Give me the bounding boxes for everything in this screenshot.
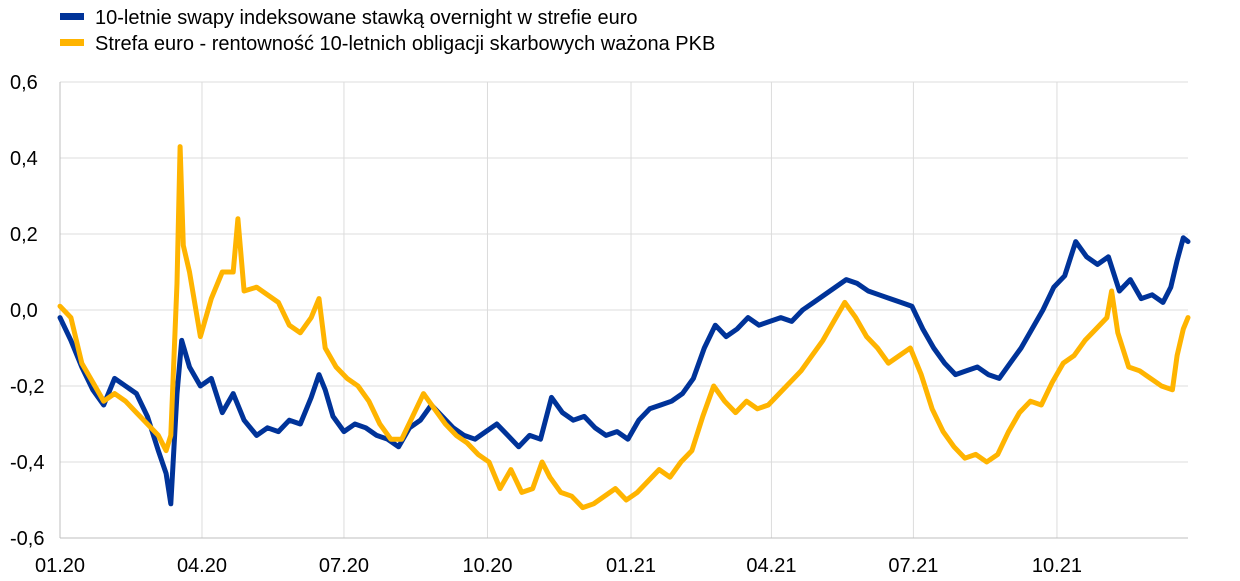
y-tick-label: 0,0: [10, 300, 38, 322]
legend-label-ois: 10-letnie swapy indeksowane stawką overn…: [95, 7, 638, 29]
y-tick-label: 0,4: [10, 148, 38, 170]
legend-item-bond-yield: Strefa euro - rentowność 10-letnich obli…: [60, 33, 715, 55]
x-tick-label: 10.21: [1032, 555, 1082, 577]
x-axis-ticks: 01.20 04.20 07.20 10.20 01.21 04.21 07.21 10.21: [35, 555, 1082, 577]
y-tick-label: -0,2: [10, 376, 44, 398]
series-line-bond-yield: [57, 144, 1191, 511]
grid: [59, 81, 1188, 539]
x-tick-label: 07.21: [888, 555, 938, 577]
y-tick-label: 0,6: [10, 72, 38, 94]
series-line-ois: [57, 235, 1191, 507]
legend: 10-letnie swapy indeksowane stawką overn…: [60, 7, 715, 55]
series-lines: [57, 144, 1191, 511]
x-tick-label: 04.21: [746, 555, 796, 577]
x-tick-label: 07.20: [319, 555, 369, 577]
legend-swatch-bond-yield: [60, 39, 84, 46]
y-tick-label: -0,4: [10, 452, 44, 474]
legend-label-bond-yield: Strefa euro - rentowność 10-letnich obli…: [95, 33, 715, 55]
x-tick-label: 01.20: [35, 555, 85, 577]
x-tick-label: 04.20: [177, 555, 227, 577]
legend-swatch-ois: [60, 13, 84, 20]
y-tick-label: 0,2: [10, 224, 38, 246]
x-tick-label: 10.20: [462, 555, 512, 577]
x-tick-label: 01.21: [606, 555, 656, 577]
y-axis-ticks: -0,6 -0,4 -0,2 0,0 0,2 0,4 0,6: [10, 72, 44, 550]
legend-item-ois: 10-letnie swapy indeksowane stawką overn…: [60, 7, 638, 29]
y-tick-label: -0,6: [10, 528, 44, 550]
